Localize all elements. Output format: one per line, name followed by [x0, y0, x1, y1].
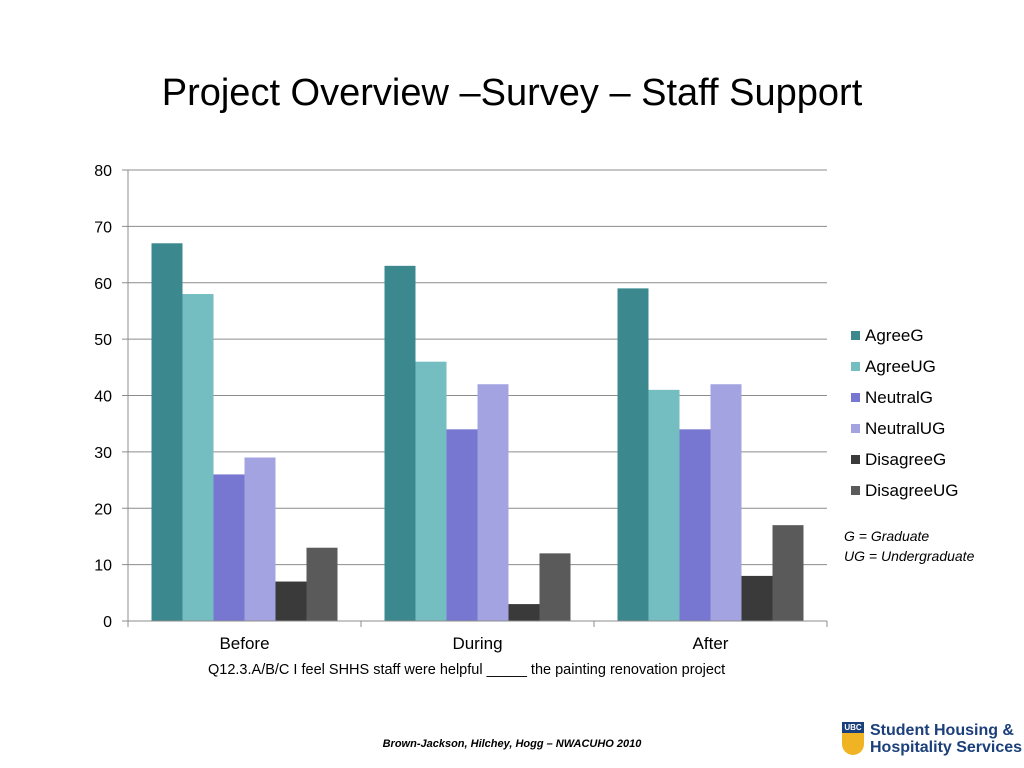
bar-disagreeug-before	[306, 547, 338, 621]
y-tick-label: 30	[94, 445, 112, 462]
bar-disagreeg-after	[741, 575, 773, 621]
bar-agreeug-before	[182, 294, 214, 621]
chart-legend: AgreeG AgreeUG NeutralG NeutralUG DisagreeG D…	[851, 320, 959, 506]
bar-agreeg-after	[617, 288, 649, 621]
category-label: During	[452, 634, 502, 653]
legend-label: AgreeUG	[865, 356, 936, 376]
bar-agreeug-during	[415, 361, 447, 621]
legend-swatch	[851, 362, 860, 371]
note-line-graduate: G = Graduate	[844, 528, 930, 544]
legend-item: DisagreeG	[851, 444, 959, 475]
y-tick-label: 10	[94, 558, 112, 575]
note-line-undergraduate: UG = Undergraduate	[844, 548, 975, 564]
bar-agreeg-during	[384, 265, 416, 621]
bar-neutralug-before	[244, 457, 276, 621]
bar-neutralug-during	[477, 384, 509, 621]
y-tick-label: 60	[94, 276, 112, 293]
y-tick-label: 70	[94, 219, 112, 236]
y-tick-label: 20	[94, 501, 112, 518]
bar-neutralg-before	[213, 474, 245, 621]
legend-label: DisagreeG	[865, 449, 947, 469]
survey-question: Q12.3.A/B/C I feel SHHS staff were helpf…	[208, 662, 726, 678]
legend-item: AgreeG	[851, 320, 959, 351]
logo-wordmark: Student Housing & Hospitality Services	[870, 722, 1022, 756]
bars	[151, 243, 804, 621]
bar-neutralg-during	[446, 429, 478, 621]
seal-text: UBC	[842, 722, 864, 733]
legend-label: DisagreeUG	[865, 480, 959, 500]
bar-agreeg-before	[151, 243, 183, 621]
legend-label: NeutralG	[865, 387, 934, 407]
legend-swatch	[851, 424, 860, 433]
legend-swatch	[851, 455, 860, 464]
y-tick-label: 40	[94, 389, 112, 406]
category-label: After	[693, 634, 729, 653]
bar-disagreeg-during	[508, 604, 540, 621]
slide-title: Project Overview –Survey – Staff Support	[161, 72, 863, 114]
legend-item: AgreeUG	[851, 351, 959, 382]
axes: 0 10 20 30 40 50 60 70 80 Before During After	[94, 163, 828, 653]
legend-label: AgreeG	[865, 325, 924, 345]
bar-agreeug-after	[648, 389, 680, 621]
bar-neutralg-after	[679, 429, 711, 621]
legend-swatch	[851, 331, 860, 340]
legend-label: NeutralUG	[865, 418, 946, 438]
y-tick-label: 50	[94, 332, 112, 349]
legend-swatch	[851, 393, 860, 402]
legend-item: DisagreeUG	[851, 475, 959, 506]
crest-icon	[842, 733, 864, 755]
bar-disagreeug-after	[772, 525, 804, 621]
bar-neutralug-after	[710, 384, 742, 621]
bar-disagreeg-before	[275, 581, 307, 621]
y-tick-label: 0	[103, 614, 112, 631]
legend-item: NeutralG	[851, 382, 959, 413]
ubc-seal-icon: UBC	[842, 722, 864, 756]
y-tick-label: 80	[94, 163, 112, 180]
logo-line-1: Student Housing &	[870, 722, 1014, 739]
bar-disagreeug-during	[539, 553, 571, 621]
abbreviation-note: G = Graduate UG = Undergraduate	[844, 526, 974, 566]
legend-swatch	[851, 486, 860, 495]
footer-credit: Brown-Jackson, Hilchey, Hogg – NWACUHO 2…	[382, 738, 642, 750]
category-label: Before	[219, 634, 269, 653]
ubc-shhs-logo: UBC Student Housing & Hospitality Servic…	[842, 722, 1022, 756]
logo-line-2: Hospitality Services	[870, 739, 1023, 756]
legend-item: NeutralUG	[851, 413, 959, 444]
